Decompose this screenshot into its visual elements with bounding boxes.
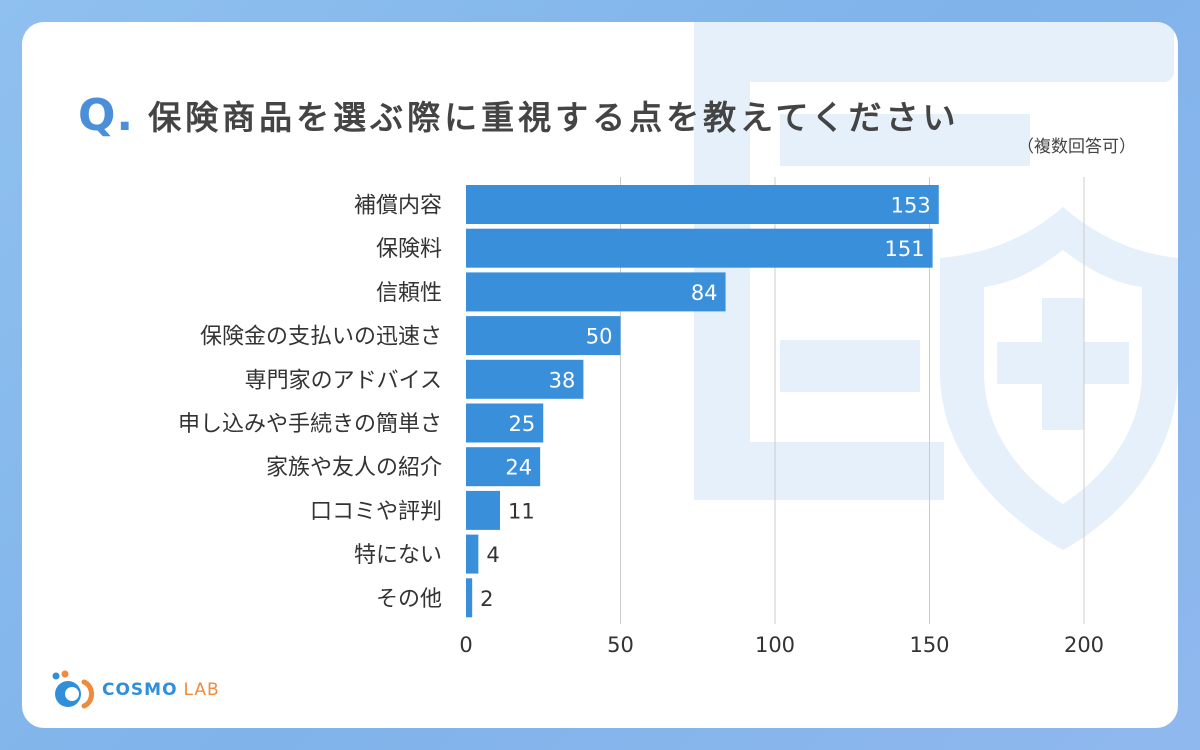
bar — [466, 490, 500, 530]
bar — [466, 578, 473, 618]
x-tick-label: 50 — [607, 633, 634, 657]
bar — [466, 316, 621, 356]
data-label: 24 — [505, 456, 532, 480]
question-title: Q. 保険商品を選ぶ際に重視する点を教えてください — [78, 80, 960, 150]
category-label: 保険金の支払いの迅速さ — [200, 325, 442, 350]
bar — [466, 272, 726, 312]
data-label: 2 — [480, 587, 493, 611]
question-mark: Q. — [78, 89, 135, 141]
category-label: その他 — [376, 587, 442, 612]
bar — [466, 403, 544, 443]
data-label: 25 — [509, 412, 536, 436]
bar — [466, 447, 541, 487]
bar-chart: 補償内容 153 保険料 151 信頼性 84 保険金の支払いの迅速さ 50 専門家のアドバイス… — [178, 177, 1104, 657]
category-label: 補償内容 — [354, 194, 442, 219]
x-tick-label: 0 — [459, 633, 472, 657]
multiple-answer-note: （複数回答可） — [1017, 137, 1136, 157]
data-label: 11 — [508, 499, 535, 523]
category-label: 申し込みや手続きの簡単さ — [178, 412, 442, 437]
logo-text-lab: LAB — [183, 680, 220, 700]
x-tick-label: 200 — [1064, 633, 1104, 657]
category-label: 専門家のアドバイス — [245, 368, 442, 393]
category-label: 信頼性 — [376, 281, 442, 306]
category-label: 保険料 — [376, 237, 442, 262]
data-label: 153 — [891, 194, 931, 218]
bar — [466, 534, 479, 574]
cosmo-lab-logo: COSMO LAB — [50, 670, 220, 710]
chart-card: 補償内容 153 保険料 151 信頼性 84 保険金の支払いの迅速さ 50 専門家のアドバイス… — [22, 22, 1178, 728]
data-label: 38 — [549, 368, 576, 392]
category-label: 口コミや評判 — [310, 499, 442, 524]
x-tick-label: 100 — [755, 633, 795, 657]
logo-text-cosmo: COSMO — [102, 680, 178, 700]
logo-icon — [52, 670, 94, 709]
bar — [466, 359, 584, 399]
data-label: 4 — [486, 543, 499, 567]
x-tick-label: 150 — [909, 633, 949, 657]
category-label: 特にない — [354, 543, 442, 568]
bar — [466, 228, 933, 268]
data-label: 151 — [884, 237, 924, 261]
data-label: 84 — [691, 281, 718, 305]
bar — [466, 185, 939, 224]
data-label: 50 — [586, 325, 613, 349]
document-shield-illustration — [694, 22, 1178, 550]
page-title: 保険商品を選ぶ際に重視する点を教えてください — [148, 98, 960, 137]
category-label: 家族や友人の紹介 — [266, 456, 442, 481]
